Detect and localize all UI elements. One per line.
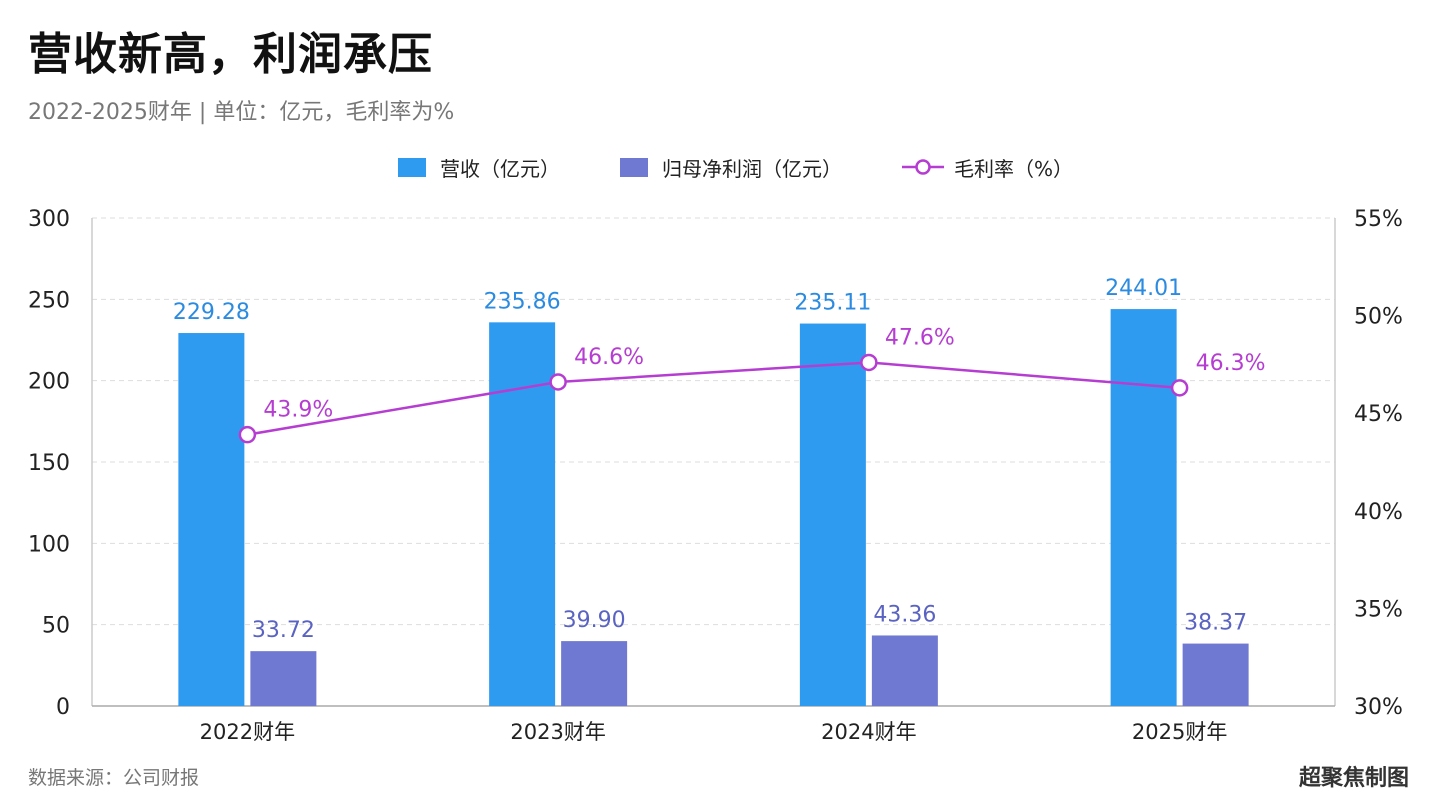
profit-bar (250, 651, 317, 706)
margin-data-label: 46.3% (1196, 351, 1266, 376)
revenue-bar (489, 322, 556, 706)
y-tick-label: 50 (42, 614, 70, 639)
chart-legend: 营收（亿元） 归母净利润（亿元） 毛利率（%） (0, 150, 1439, 184)
y-tick-label: 0 (56, 695, 70, 720)
x-tick-label: 2023财年 (510, 720, 605, 744)
margin-point (1170, 379, 1189, 397)
legend-swatch-revenue (398, 157, 426, 177)
profit-data-label: 38.37 (1184, 611, 1247, 636)
profit-bar (871, 635, 938, 706)
profit-data-label: 33.72 (252, 618, 315, 643)
profit-bar (1182, 643, 1249, 706)
profit-data-label: 39.90 (563, 608, 626, 633)
y-tick-label: 200 (28, 370, 70, 395)
legend-item-revenue: 营收（亿元） (398, 150, 560, 184)
revenue-data-label: 244.01 (1105, 276, 1182, 301)
margin-line (247, 361, 1180, 436)
y-tick-label: 250 (28, 288, 70, 313)
revenue-bar (178, 333, 245, 706)
chart-credit: 超聚焦制图 (1298, 766, 1409, 791)
y2-tick-label: 35% (1354, 597, 1403, 622)
x-tick-label: 2025财年 (1132, 720, 1227, 744)
margin-point (860, 353, 878, 372)
margin-point (549, 373, 567, 391)
revenue-data-label: 229.28 (173, 300, 250, 325)
x-tick-label: 2024财年 (821, 720, 916, 744)
legend-label-margin: 毛利率（%） (954, 156, 1074, 181)
legend-label-revenue: 营收（亿元） (440, 156, 560, 181)
y2-tick-label: 50% (1354, 305, 1403, 330)
chart-title: 营收新高，利润承压 (28, 29, 433, 80)
y-tick-label: 100 (28, 532, 70, 557)
revenue-data-label: 235.86 (484, 289, 561, 314)
revenue-bar (1110, 309, 1177, 706)
y-tick-label: 150 (28, 451, 70, 476)
margin-data-label: 43.9% (263, 398, 333, 423)
data-source: 数据来源：公司财报 (28, 767, 200, 789)
y2-tick-label: 30% (1354, 695, 1403, 720)
revenue-data-label: 235.11 (794, 291, 871, 316)
legend-marker-margin (902, 159, 944, 175)
profit-bar (561, 641, 628, 706)
margin-point (238, 425, 257, 444)
x-tick-label: 2022财年 (200, 720, 295, 744)
margin-data-label: 46.6% (574, 345, 644, 370)
y-tick-label: 300 (28, 207, 70, 232)
y2-tick-label: 45% (1354, 402, 1403, 427)
revenue-bar (799, 323, 866, 706)
legend-item-margin: 毛利率（%） (902, 150, 1073, 184)
legend-item-profit: 归母净利润（亿元） (620, 150, 842, 184)
legend-swatch-profit (620, 157, 648, 177)
margin-data-label: 47.6% (885, 325, 955, 350)
profit-data-label: 43.36 (873, 602, 936, 627)
legend-label-profit: 归母净利润（亿元） (662, 156, 842, 181)
chart-subtitle: 2022-2025财年 | 单位：亿元，毛利率为% (28, 100, 455, 125)
y2-tick-label: 40% (1354, 500, 1403, 525)
y2-tick-label: 55% (1354, 207, 1403, 232)
